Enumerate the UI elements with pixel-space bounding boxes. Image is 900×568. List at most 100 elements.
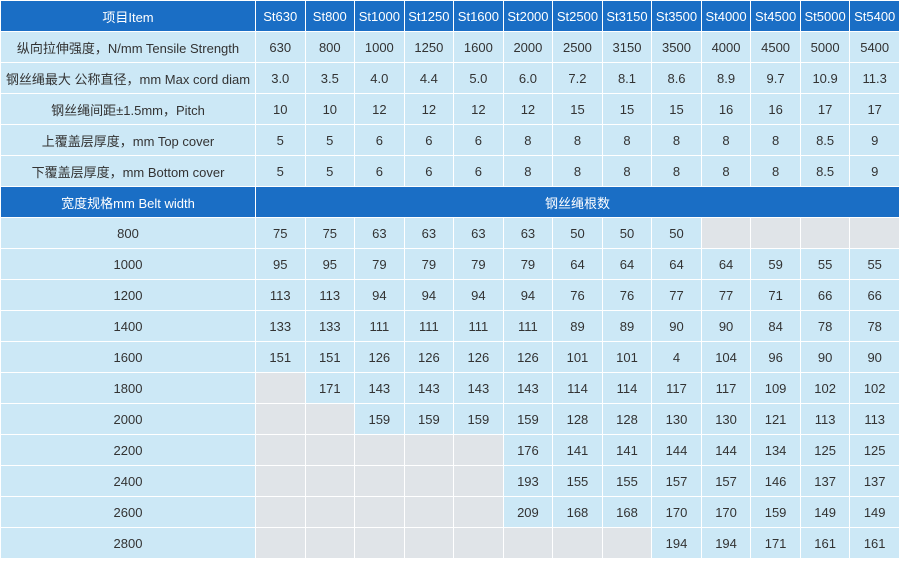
width-row: 2200 176 141 141 144 144 134 125 125 — [1, 435, 899, 465]
property-value: 8 — [602, 156, 652, 186]
width-section-header: 宽度规格mm Belt width 钢丝绳根数 — [1, 187, 899, 217]
cord-count-cell: 126 — [404, 342, 454, 372]
cord-count-cell: 75 — [256, 218, 305, 248]
cord-count-cell: 90 — [800, 342, 850, 372]
empty-cell — [305, 528, 355, 558]
property-value: 630 — [256, 32, 305, 62]
empty-cell — [355, 466, 404, 496]
cord-count-cell: 63 — [503, 218, 553, 248]
cord-count-cell: 104 — [701, 342, 751, 372]
cord-count-cell: 170 — [652, 497, 701, 527]
empty-cell — [553, 528, 602, 558]
property-label: 上覆盖层厚度，mm Top cover — [1, 125, 255, 155]
belt-width-value: 2400 — [1, 466, 255, 496]
property-value: 5000 — [800, 32, 850, 62]
empty-cell — [256, 497, 305, 527]
empty-cell — [454, 435, 503, 465]
property-value: 16 — [701, 94, 751, 124]
belt-width-value: 2800 — [1, 528, 255, 558]
cord-count-cell: 144 — [701, 435, 751, 465]
cord-count-cell: 149 — [850, 497, 899, 527]
property-value: 5 — [256, 156, 305, 186]
cord-count-cell: 50 — [602, 218, 652, 248]
width-row: 1000 95 95 79 79 79 79 64 64 64 64 59 55 55 — [1, 249, 899, 279]
cord-count-cell: 89 — [553, 311, 602, 341]
cord-count-cell: 128 — [602, 404, 652, 434]
cord-count-cell: 78 — [800, 311, 850, 341]
property-value: 4.0 — [355, 63, 404, 93]
empty-cell — [404, 466, 454, 496]
belt-width-value: 1800 — [1, 373, 255, 403]
property-value: 4500 — [751, 32, 800, 62]
property-value: 15 — [602, 94, 652, 124]
property-value: 8 — [602, 125, 652, 155]
cord-count-cell: 76 — [602, 280, 652, 310]
property-value: 8 — [701, 156, 751, 186]
cord-count-cell: 50 — [652, 218, 701, 248]
empty-cell — [355, 528, 404, 558]
property-label: 钢丝绳最大 公称直径，mm Max cord diam — [1, 63, 255, 93]
cord-count-cell: 75 — [305, 218, 355, 248]
cord-count-cell: 155 — [602, 466, 652, 496]
property-value: 17 — [800, 94, 850, 124]
property-value: 6 — [355, 156, 404, 186]
cord-count-cell: 125 — [800, 435, 850, 465]
grade-header: St1600 — [454, 1, 503, 31]
cord-count-cell: 157 — [701, 466, 751, 496]
property-value: 3.5 — [305, 63, 355, 93]
cord-count-cell: 161 — [850, 528, 899, 558]
cord-count-cell: 168 — [602, 497, 652, 527]
cord-count-cell: 171 — [305, 373, 355, 403]
empty-cell — [256, 466, 305, 496]
property-value: 7.2 — [553, 63, 602, 93]
property-value: 8.6 — [652, 63, 701, 93]
property-value: 15 — [652, 94, 701, 124]
empty-cell — [503, 528, 553, 558]
property-value: 8 — [652, 125, 701, 155]
property-value: 4000 — [701, 32, 751, 62]
cord-count-cell: 64 — [553, 249, 602, 279]
cord-count-cell: 77 — [652, 280, 701, 310]
cord-count-cell: 155 — [553, 466, 602, 496]
cord-count-cell: 137 — [850, 466, 899, 496]
grade-header: St800 — [305, 1, 355, 31]
width-row: 2000 159 159 159 159 128 128 130 130 121 113 113 — [1, 404, 899, 434]
property-value: 6 — [355, 125, 404, 155]
cord-count-cell: 194 — [701, 528, 751, 558]
cord-count-cell: 121 — [751, 404, 800, 434]
grade-header: St2000 — [503, 1, 553, 31]
property-value: 9 — [850, 125, 899, 155]
cord-count-cell: 128 — [553, 404, 602, 434]
cord-count-cell: 76 — [553, 280, 602, 310]
cord-count-cell: 149 — [800, 497, 850, 527]
property-value: 6.0 — [503, 63, 553, 93]
cord-count-cell: 50 — [553, 218, 602, 248]
width-row: 1200 113 113 94 94 94 94 76 76 77 77 71 66 66 — [1, 280, 899, 310]
empty-cell — [404, 497, 454, 527]
grade-header: St2500 — [553, 1, 602, 31]
property-value: 12 — [355, 94, 404, 124]
property-value: 8.5 — [800, 125, 850, 155]
property-value: 10 — [256, 94, 305, 124]
width-row: 1400 133 133 111 111 111 111 89 89 90 90 84 78 78 — [1, 311, 899, 341]
width-row: 1600 151 151 126 126 126 126 101 101 4 104 96 90 90 — [1, 342, 899, 372]
cord-count-cell: 159 — [404, 404, 454, 434]
cord-count-cell: 94 — [503, 280, 553, 310]
cord-count-cell: 117 — [701, 373, 751, 403]
cord-count-cell: 111 — [355, 311, 404, 341]
cord-count-cell: 79 — [454, 249, 503, 279]
cord-count-cell: 64 — [701, 249, 751, 279]
cord-count-cell: 125 — [850, 435, 899, 465]
width-row: 2400 193 155 155 157 157 146 137 137 — [1, 466, 899, 496]
empty-cell — [256, 528, 305, 558]
cord-count-cell: 143 — [355, 373, 404, 403]
cord-count-cell: 79 — [355, 249, 404, 279]
cord-count-cell: 141 — [553, 435, 602, 465]
cord-count-cell: 159 — [751, 497, 800, 527]
cord-count-cell: 143 — [404, 373, 454, 403]
cord-count-cell: 95 — [256, 249, 305, 279]
width-row: 2600 209 168 168 170 170 159 149 149 — [1, 497, 899, 527]
cord-count-cell: 55 — [850, 249, 899, 279]
cord-count-cell: 102 — [850, 373, 899, 403]
property-value: 8 — [751, 125, 800, 155]
